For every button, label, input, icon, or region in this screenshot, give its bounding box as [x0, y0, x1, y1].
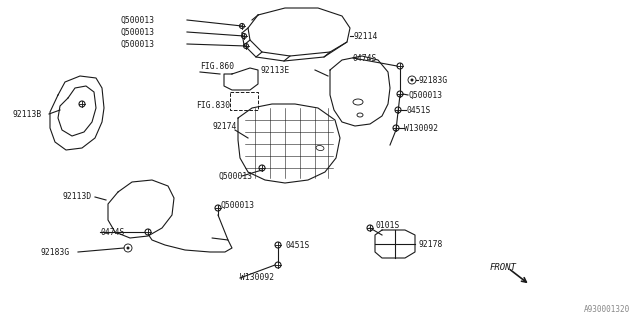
Text: 92113D: 92113D: [62, 191, 92, 201]
Text: 0451S: 0451S: [406, 106, 430, 115]
Text: W130092: W130092: [404, 124, 438, 132]
Text: 92183G: 92183G: [418, 76, 447, 84]
Text: 92113E: 92113E: [260, 66, 289, 75]
Text: 92113B: 92113B: [12, 109, 41, 118]
Text: FIG.860: FIG.860: [200, 61, 234, 70]
Circle shape: [412, 79, 413, 81]
Text: A930001320: A930001320: [584, 305, 630, 314]
Text: 92174: 92174: [212, 122, 236, 131]
Text: 0451S: 0451S: [285, 241, 309, 250]
Text: 0474S: 0474S: [352, 53, 376, 62]
Text: Q500013: Q500013: [120, 15, 154, 25]
Text: Q500013: Q500013: [120, 39, 154, 49]
Text: Q500013: Q500013: [120, 28, 154, 36]
Text: 0474S: 0474S: [100, 228, 124, 236]
Text: Q500013: Q500013: [408, 91, 442, 100]
Text: W130092: W130092: [240, 274, 274, 283]
Text: Q500013: Q500013: [220, 201, 254, 210]
Text: FIG.830: FIG.830: [196, 100, 230, 109]
Text: 92183G: 92183G: [40, 247, 69, 257]
Text: 92114: 92114: [353, 31, 378, 41]
Text: 0101S: 0101S: [375, 220, 399, 229]
Text: FRONT: FRONT: [490, 263, 517, 273]
Text: 92178: 92178: [418, 239, 442, 249]
Circle shape: [127, 247, 129, 249]
Text: Q500013: Q500013: [218, 172, 252, 180]
